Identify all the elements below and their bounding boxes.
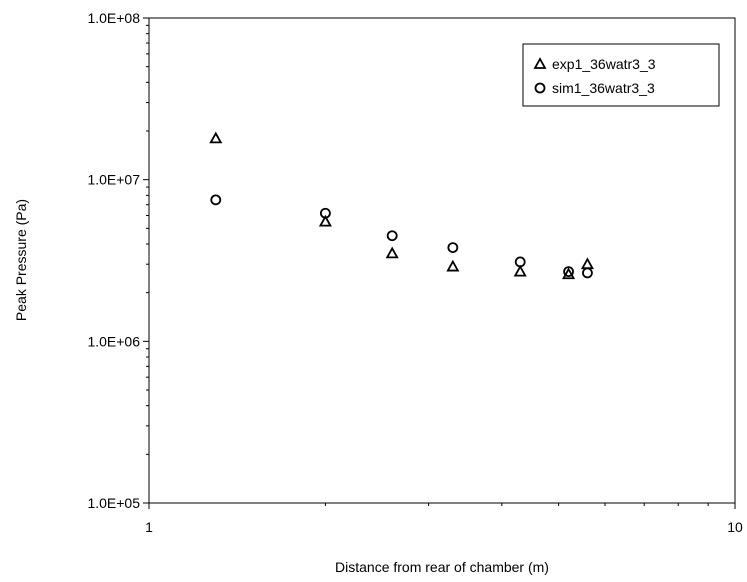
y-tick-label: 1.0E+08 (87, 10, 140, 26)
legend-marker-circle (534, 82, 546, 94)
legend: exp1_36watr3_3 sim1_36watr3_3 (522, 43, 720, 107)
x-axis-title: Distance from rear of chamber (m) (335, 559, 549, 575)
data-point-circle (386, 230, 398, 242)
legend-entry-label: exp1_36watr3_3 (552, 56, 656, 72)
data-point-circle (210, 194, 222, 206)
data-point-triangle (562, 267, 576, 280)
axis-tick-labels: 1.0E+05 1.0E+06 1.0E+07 1.0E+08 1 10 (87, 10, 743, 535)
legend-box (522, 43, 720, 107)
legend-entry-label: sim1_36watr3_3 (552, 80, 655, 96)
axis-ticks (143, 17, 736, 509)
data-point-triangle (385, 246, 399, 259)
y-tick-label: 1.0E+05 (87, 495, 140, 511)
data-point-circle (320, 207, 331, 219)
x-tick-label: 1 (145, 519, 153, 535)
data-point-triangle (318, 214, 332, 227)
data-point-circle (563, 266, 574, 277)
data-point-circle (514, 256, 526, 268)
data-point-triangle (513, 264, 527, 277)
data-point-triangle (209, 131, 223, 144)
data-point-circle (447, 242, 459, 254)
y-tick-label: 1.0E+06 (87, 333, 140, 349)
data-point-triangle (446, 259, 460, 272)
y-tick-label: 1.0E+07 (87, 172, 140, 188)
x-tick-label: 10 (727, 519, 743, 535)
data-marks (209, 131, 594, 280)
y-axis-title: Peak Pressure (Pa) (13, 199, 29, 321)
data-point-circle (582, 267, 593, 279)
legend-marker-triangle (533, 57, 547, 69)
